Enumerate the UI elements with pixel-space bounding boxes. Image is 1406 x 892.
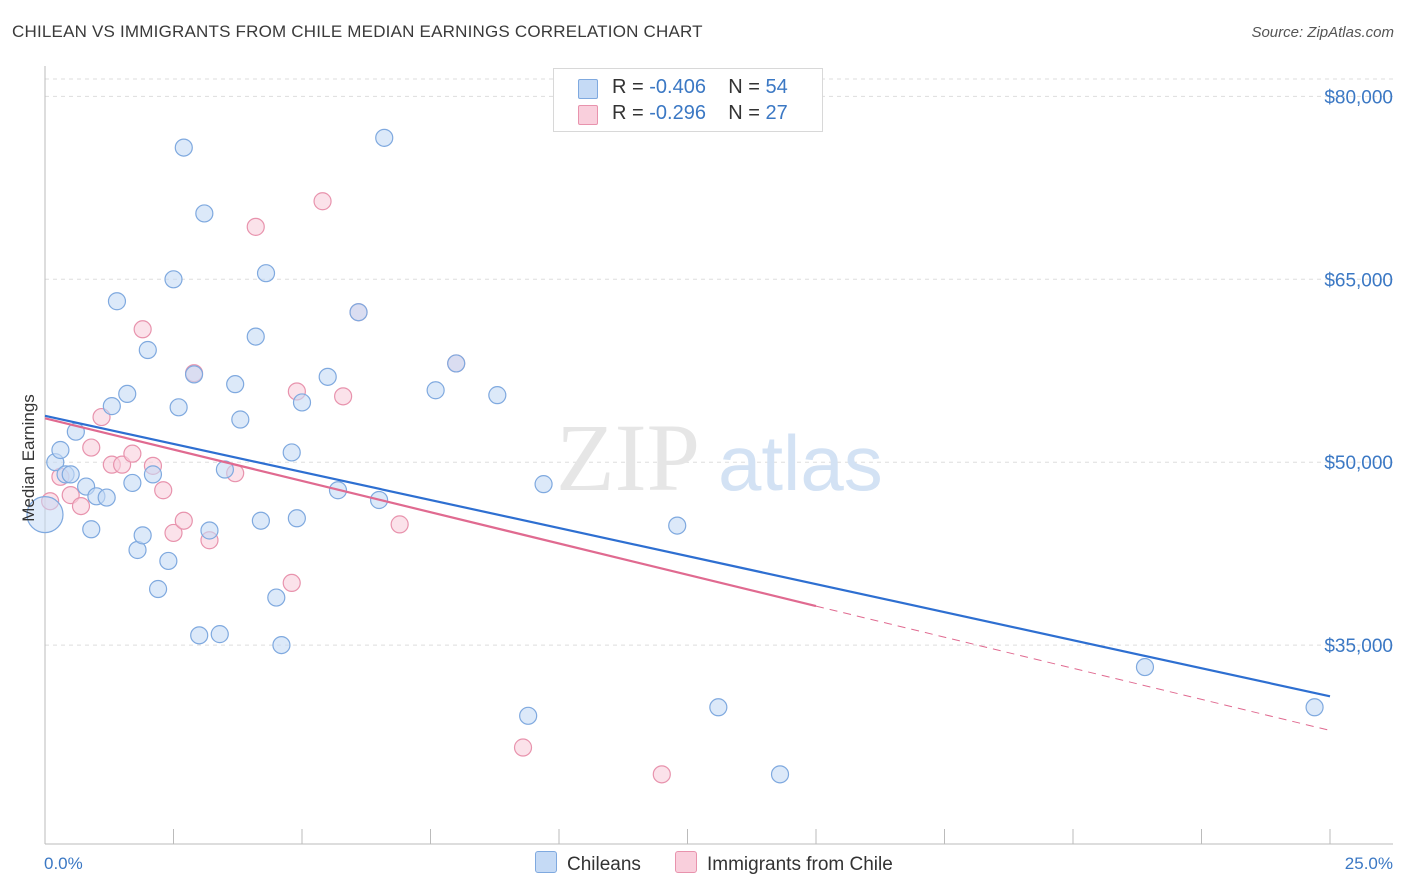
bottom-legend-immigrants: Immigrants from Chile: [675, 851, 893, 876]
legend-r-value: -0.296: [649, 102, 706, 124]
immigrants-point: [71, 496, 91, 516]
y-tick-label: $65,000: [1324, 270, 1393, 291]
chileans-point: [287, 509, 306, 528]
chileans-point: [226, 375, 245, 394]
chileans-point: [375, 128, 394, 147]
chileans-point: [349, 303, 368, 322]
bottom-legend-swatch-blue: [535, 851, 557, 873]
chileans-point: [51, 440, 70, 460]
chart-title: CHILEAN VS IMMIGRANTS FROM CHILE MEDIAN …: [12, 22, 703, 41]
chileans-point: [256, 264, 276, 283]
bottom-legend-chileans: Chileans: [535, 851, 641, 876]
legend-swatch-pink: [578, 105, 598, 125]
chileans-point: [426, 381, 445, 400]
chileans-point: [82, 520, 101, 539]
chileans-point: [190, 626, 209, 645]
chileans-point: [159, 551, 178, 571]
trend-lines: [44, 414, 1331, 731]
immigrants-point: [123, 444, 142, 463]
chileans-point: [251, 511, 270, 530]
trend-line-immigrants-extrapolated: [815, 605, 1331, 731]
chileans-point: [26, 496, 64, 534]
x-tick-label-max: 25.0%: [1345, 854, 1393, 873]
legend-r-label: R =: [612, 102, 650, 124]
chileans-point: [169, 398, 188, 417]
chileans-point: [210, 625, 229, 644]
chileans-point: [184, 365, 204, 384]
chileans-point: [246, 327, 265, 346]
chileans-point: [138, 340, 157, 360]
trend-line-chileans: [44, 414, 1331, 698]
watermark: ZIP atlas: [556, 404, 883, 511]
svg-text:atlas: atlas: [718, 419, 883, 507]
chileans-point: [282, 443, 301, 462]
y-tick-label: $50,000: [1324, 453, 1393, 474]
chileans-point: [668, 516, 687, 535]
chileans-point: [148, 579, 168, 599]
x-tick-label-min: 0.0%: [44, 854, 83, 873]
chileans-point: [123, 473, 142, 493]
legend-n-value: 54: [765, 76, 788, 98]
y-axis-label: Median Earnings: [19, 394, 38, 522]
bottom-legend-label-immigrants: Immigrants from Chile: [707, 854, 893, 875]
immigrants-point: [133, 320, 152, 339]
axes: [44, 66, 1393, 845]
legend-n-label: N =: [728, 76, 766, 98]
immigrants-point: [513, 738, 533, 757]
immigrants-point: [652, 765, 671, 784]
legend-n-value: 27: [765, 102, 788, 124]
bottom-legend-label-chileans: Chileans: [567, 854, 641, 875]
chileans-point: [709, 698, 728, 717]
chileans-point: [143, 465, 163, 484]
chileans-point: [107, 292, 127, 311]
chileans-point: [97, 488, 116, 507]
chileans-point: [447, 354, 466, 373]
immigrants-point: [154, 481, 173, 500]
y-tick-labels: $35,000 $50,000 $65,000 $80,000: [1324, 87, 1393, 657]
chileans-point: [200, 521, 219, 540]
grid-lines: [45, 78, 1393, 646]
source-label: Source: ZipAtlas.com: [1251, 24, 1394, 41]
chileans-point: [318, 367, 337, 386]
legend-r-label: R =: [612, 76, 650, 98]
immigrants-point: [164, 523, 183, 543]
y-tick-label: $80,000: [1324, 87, 1393, 108]
chileans-point: [231, 410, 250, 429]
trend-line-immigrants: [44, 417, 817, 608]
chileans-point: [267, 588, 286, 607]
immigrants-point: [334, 387, 353, 406]
chileans-point: [1305, 698, 1324, 717]
svg-text:ZIP: ZIP: [556, 404, 700, 511]
bottom-legend-swatch-pink: [675, 851, 697, 873]
legend-swatch-blue: [578, 79, 598, 99]
chileans-point: [770, 765, 790, 784]
immigrants-point: [246, 217, 265, 236]
legend-r-value: -0.406: [649, 76, 706, 98]
chileans-point: [164, 270, 183, 289]
chileans-point: [1135, 657, 1155, 677]
immigrants-point: [174, 511, 193, 530]
legend-text-immigrants: R = -0.296 N = 27: [612, 102, 788, 125]
y-tick-label: $35,000: [1324, 636, 1393, 657]
chileans-point: [118, 384, 137, 404]
legend-n-label: N =: [728, 102, 766, 124]
chileans-point: [102, 397, 121, 416]
stats-legend: R = -0.406 N = 54 R = -0.296 N = 27: [553, 68, 823, 132]
chileans-point: [272, 635, 291, 655]
series-chileans-points: [26, 128, 1324, 784]
chileans-point: [519, 706, 538, 725]
chileans-point: [534, 475, 553, 494]
chileans-point: [488, 386, 507, 405]
immigrants-point: [390, 515, 409, 534]
chileans-point: [195, 204, 214, 223]
immigrants-point: [82, 438, 101, 457]
chileans-point: [292, 393, 312, 412]
legend-text-chileans: R = -0.406 N = 54: [612, 76, 788, 99]
chileans-point: [61, 465, 80, 484]
chileans-point: [133, 526, 152, 545]
chileans-point: [174, 138, 193, 157]
immigrants-point: [313, 192, 332, 211]
immigrants-point: [282, 573, 301, 593]
